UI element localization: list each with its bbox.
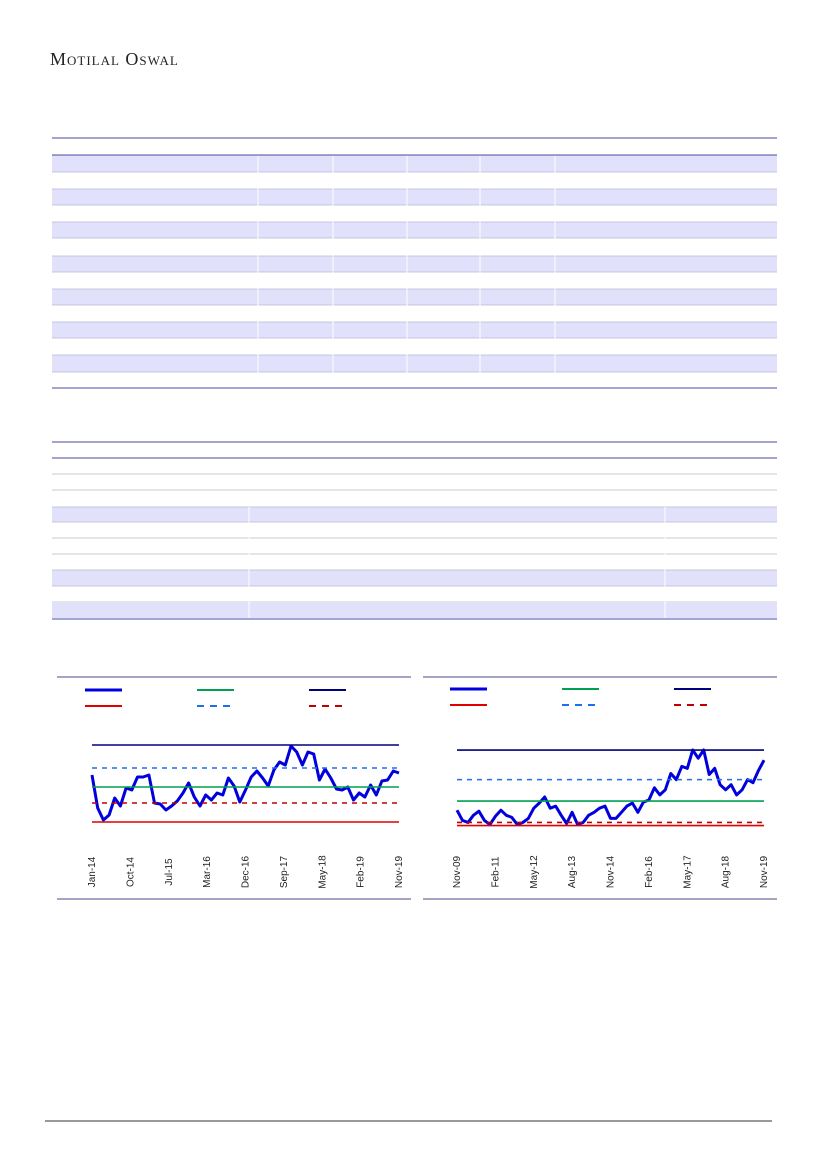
x-tick-label: Nov-14 [606, 855, 617, 888]
x-tick-label: Aug-13 [567, 855, 578, 888]
series-line [455, 748, 766, 826]
brand: Motilal Oswal [50, 49, 179, 69]
x-tick-label: Jul-15 [164, 858, 175, 886]
table-2 [52, 441, 777, 620]
x-tick-label: May-18 [317, 855, 328, 889]
x-tick-label: Nov-19 [394, 855, 405, 888]
x-tick-label: Feb-16 [644, 856, 655, 888]
x-tick-label: Nov-19 [759, 855, 770, 888]
x-tick-label: May-17 [682, 855, 693, 889]
series-line [90, 744, 400, 822]
x-tick-label: Jan-14 [87, 856, 98, 887]
x-tick-label: Sep-17 [279, 855, 290, 888]
x-tick-label: Aug-18 [721, 855, 732, 888]
table-1 [52, 137, 777, 389]
x-tick-label: Nov-09 [452, 855, 463, 888]
x-tick-label: Feb-11 [490, 856, 501, 887]
x-tick-label: Oct-14 [125, 857, 136, 887]
chart-frames [57, 676, 777, 900]
x-tick-label: Feb-19 [356, 856, 367, 888]
x-tick-label: May-12 [529, 855, 540, 889]
x-tick-label: Dec-16 [241, 855, 252, 888]
x-tick-label: Mar-16 [202, 856, 213, 888]
